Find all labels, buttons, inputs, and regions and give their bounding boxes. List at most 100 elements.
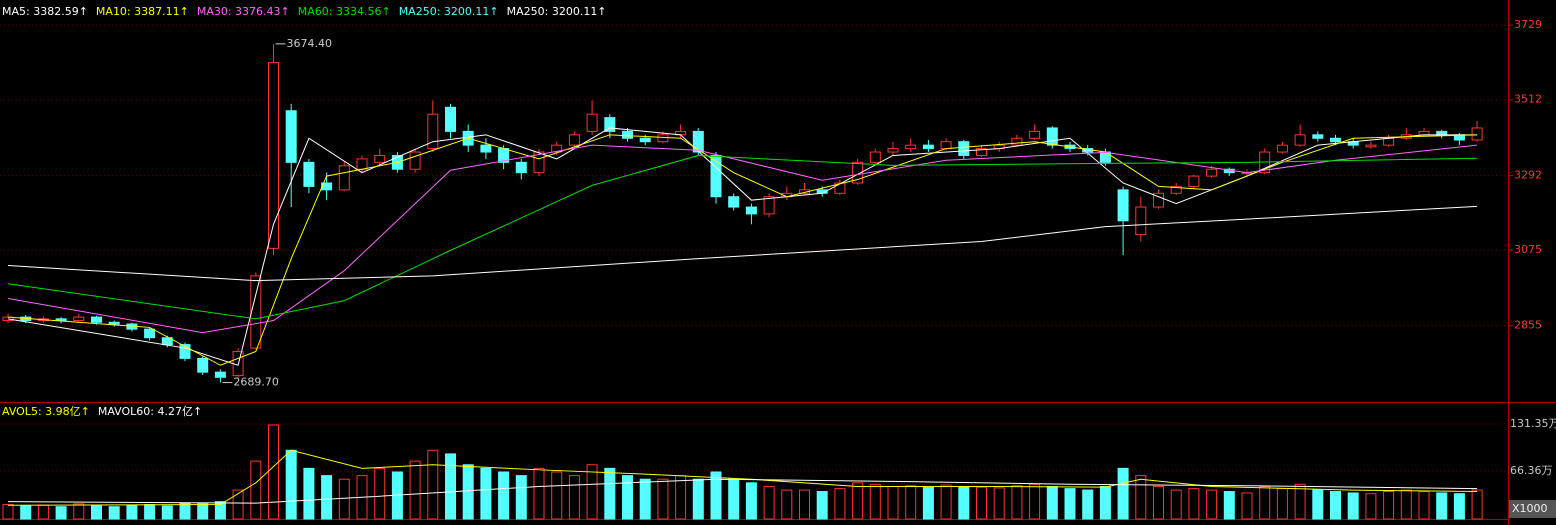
candle-body <box>745 206 757 215</box>
volume-bar <box>728 478 740 520</box>
y-tick-label: 3075 <box>1514 243 1542 256</box>
volume-bar <box>73 503 85 520</box>
volume-bar <box>1188 488 1200 520</box>
volume-bar <box>604 467 616 520</box>
candle-body <box>958 141 970 156</box>
volume-bar <box>197 503 209 520</box>
volume-bar <box>1099 485 1111 520</box>
candle-body <box>1135 206 1147 236</box>
y-tick-label: 3292 <box>1514 168 1542 181</box>
vol-ma-line <box>7 449 1478 506</box>
volume-bar <box>976 486 987 520</box>
candle-body <box>1312 134 1324 139</box>
volume-bar <box>427 449 439 520</box>
volume-bar <box>409 460 421 520</box>
candle-body <box>834 182 846 194</box>
candle-body <box>869 151 881 163</box>
candle-body <box>1029 130 1041 139</box>
legend-item: MA60: 3334.56↑ <box>298 5 391 18</box>
volume-bar <box>1029 483 1041 520</box>
volume-bar <box>1347 492 1359 520</box>
volume-bar <box>321 475 333 520</box>
candle-body <box>1170 185 1182 194</box>
candle-body <box>338 165 350 191</box>
vol-ma-line <box>7 478 1478 504</box>
volume-bar <box>1436 492 1448 520</box>
candle-body <box>374 154 386 163</box>
y-tick-label: 3729 <box>1514 18 1542 31</box>
volume-bar <box>1365 493 1377 520</box>
volume-bar <box>1294 483 1306 520</box>
volume-bar <box>852 482 864 520</box>
candle-body <box>1330 137 1341 143</box>
candle-body <box>1206 168 1218 177</box>
volume-bar <box>1135 475 1147 520</box>
candle-body <box>214 371 226 378</box>
candle-body <box>445 106 456 132</box>
candle-body <box>728 196 740 208</box>
ma-line <box>7 154 1478 320</box>
candle-body <box>285 110 297 163</box>
volume-bar <box>1082 489 1094 520</box>
volume-bar <box>1259 485 1271 520</box>
volume-bar <box>622 475 633 520</box>
volume-bar <box>1241 492 1253 520</box>
unit-label: X1000 <box>1512 502 1548 515</box>
volume-bar <box>745 482 757 520</box>
candle-body <box>551 144 563 153</box>
legend-item: AVOL5: 3.98亿↑ <box>2 405 90 418</box>
candle-body <box>179 344 191 359</box>
volume-bar <box>55 506 67 520</box>
annotation-label: 3674.40 <box>287 37 333 50</box>
volume-bar <box>1276 488 1288 520</box>
volume-bar <box>303 467 315 520</box>
candle-body <box>922 144 934 150</box>
volume-bar <box>445 453 456 520</box>
candle-body <box>250 275 262 349</box>
candle-body <box>1294 134 1306 146</box>
volume-bar <box>232 489 244 520</box>
volume-bar <box>675 475 687 520</box>
candle-body <box>657 134 669 143</box>
candle-body <box>268 62 279 249</box>
volume-bar <box>1046 485 1058 520</box>
candle-body <box>887 148 899 153</box>
y-tick-label: 131.35万 <box>1510 417 1556 430</box>
candle-body <box>568 134 580 146</box>
volume-bar <box>1064 488 1076 520</box>
volume-bar <box>905 485 917 520</box>
legend-item: MA5: 3382.59↑ <box>2 5 88 18</box>
volume-bar <box>20 505 32 520</box>
candle-body <box>586 113 598 132</box>
candle-body <box>1471 127 1483 141</box>
volume-bar <box>940 484 952 520</box>
volume-bar <box>799 489 810 520</box>
volume-bar <box>1153 485 1164 520</box>
candle-body <box>1099 151 1111 163</box>
candle-body <box>515 161 527 174</box>
volume-bar <box>374 467 386 520</box>
volume-bar <box>462 464 474 520</box>
volume-bar <box>37 504 49 520</box>
candle-body <box>1153 192 1164 208</box>
candle-body <box>144 328 156 339</box>
volume-bar <box>533 467 545 520</box>
candle-body <box>976 148 987 156</box>
candle-body <box>303 161 315 187</box>
volume-bar <box>1170 489 1182 520</box>
volume-bar <box>338 478 350 520</box>
candle-body <box>1117 189 1129 222</box>
candle-body <box>91 316 102 323</box>
candle-body <box>480 144 492 153</box>
legend-item: MAVOL60: 4.27亿↑ <box>98 405 202 418</box>
volume-bar <box>993 487 1005 520</box>
volume-bar <box>1330 491 1341 520</box>
volume-bar <box>639 478 651 520</box>
volume-bar <box>214 501 226 520</box>
candle-body <box>321 182 333 191</box>
volume-bar <box>763 485 775 520</box>
y-tick-label: 2855 <box>1514 319 1542 332</box>
volume-bar <box>657 478 669 520</box>
candle-body <box>533 151 545 174</box>
